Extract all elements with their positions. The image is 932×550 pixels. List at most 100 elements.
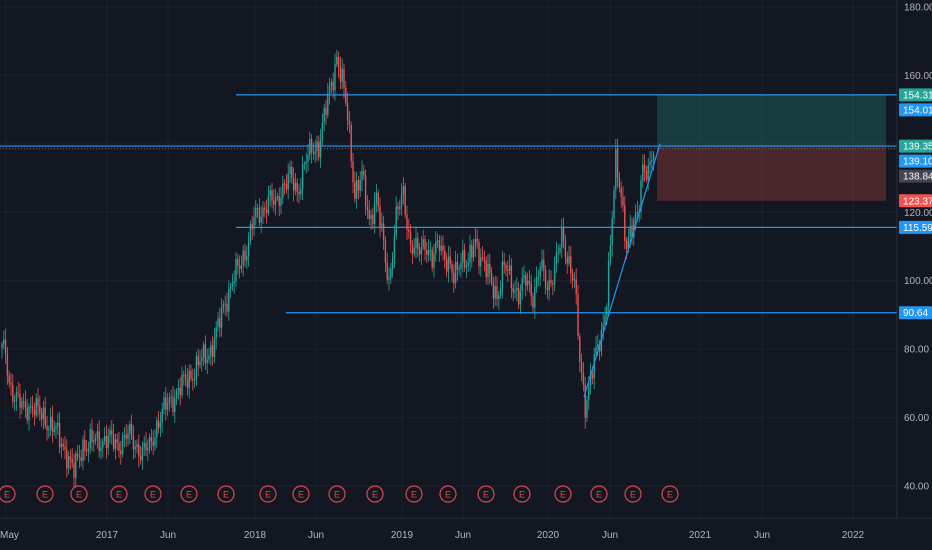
trendline-group[interactable]: [583, 143, 661, 398]
time-tick-label: Jun: [308, 530, 324, 541]
candle-body: [620, 188, 622, 197]
candle-body: [607, 261, 610, 307]
candle-body: [237, 259, 239, 266]
candle-body: [399, 207, 401, 209]
earnings-marker[interactable]: E: [144, 485, 162, 503]
earnings-marker[interactable]: E: [217, 485, 235, 503]
earnings-marker-label: E: [519, 490, 525, 500]
earnings-marker[interactable]: E: [624, 485, 642, 503]
earnings-marker[interactable]: E: [590, 485, 608, 503]
candle-body: [35, 398, 37, 416]
price-tag-label: 138.84: [903, 172, 932, 183]
candle-body: [485, 260, 487, 278]
earnings-marker[interactable]: E: [292, 485, 310, 503]
candle-body: [611, 218, 613, 246]
position-tool[interactable]: [657, 94, 886, 201]
candle-body: [577, 294, 579, 337]
earnings-marker-label: E: [298, 490, 304, 500]
earnings-marker-label: E: [116, 490, 122, 500]
candle-body: [294, 182, 297, 191]
candle-body: [575, 279, 577, 295]
candle-body: [4, 339, 7, 355]
earnings-marker[interactable]: E: [366, 485, 384, 503]
candle-body: [188, 370, 190, 388]
earnings-marker[interactable]: E: [328, 485, 346, 503]
earnings-marker-circle: [590, 485, 608, 503]
candle-body: [530, 283, 532, 297]
candle-body: [582, 372, 585, 385]
candle-body: [476, 238, 478, 243]
earnings-marker[interactable]: E: [110, 485, 128, 503]
earnings-marker-circle: [477, 485, 495, 503]
candle-body: [629, 225, 631, 237]
candle-body: [388, 277, 390, 280]
candle-body: [510, 265, 513, 289]
candle-body: [208, 355, 210, 360]
candle-body: [604, 315, 606, 325]
candle-body: [496, 286, 498, 300]
candle-body: [206, 359, 208, 364]
candle-body: [46, 425, 48, 431]
candle-body: [48, 429, 50, 431]
candle-body: [3, 339, 5, 345]
earnings-marker[interactable]: E: [259, 485, 277, 503]
candle-body: [132, 436, 135, 450]
candle-body: [318, 141, 320, 158]
earnings-marker[interactable]: E: [0, 485, 16, 503]
earnings-marker[interactable]: E: [180, 485, 198, 503]
candle-body: [145, 443, 147, 451]
candle-body: [499, 288, 502, 296]
candle-body: [197, 356, 199, 366]
candle-body: [548, 279, 550, 291]
candle-body: [66, 449, 68, 469]
candle-body: [539, 267, 541, 277]
candle-body: [409, 231, 412, 245]
time-tick-label: 2022: [842, 530, 865, 541]
candle-body: [442, 245, 444, 251]
earnings-marker-circle: [439, 485, 457, 503]
time-axis[interactable]: May 2017 Jun 2018 Jun 2019 Jun 2020 Jun 2021 Jun 20…: [0, 530, 865, 541]
earnings-marker-circle: [144, 485, 162, 503]
candle-body: [404, 185, 406, 215]
candle-body: [352, 161, 354, 183]
candle-body: [523, 275, 525, 278]
candle-body: [319, 139, 322, 158]
earnings-marker[interactable]: E: [661, 485, 679, 503]
candle-body: [303, 164, 306, 166]
candle-body: [116, 439, 118, 443]
earnings-marker[interactable]: E: [70, 485, 88, 503]
earnings-marker[interactable]: E: [477, 485, 495, 503]
candle-body: [411, 244, 414, 254]
earnings-marker[interactable]: E: [554, 485, 572, 503]
price-tick-label: 80.00: [904, 345, 929, 356]
candle-body: [150, 437, 153, 442]
price-tag-bg: [899, 88, 932, 102]
candle-body: [445, 259, 448, 272]
candle-body: [633, 220, 635, 238]
earnings-marker[interactable]: E: [439, 485, 457, 503]
candle-body: [278, 195, 280, 206]
candle-body: [616, 149, 619, 178]
earnings-marker[interactable]: E: [513, 485, 531, 503]
candle-body: [102, 441, 104, 448]
earnings-marker-label: E: [667, 490, 673, 500]
candle-body: [642, 164, 644, 181]
candle-body: [402, 185, 405, 195]
earnings-marker[interactable]: E: [405, 485, 423, 503]
position-target-zone[interactable]: [657, 94, 886, 147]
candle-body: [534, 287, 536, 308]
position-stop-zone[interactable]: [657, 146, 886, 201]
trendline[interactable]: [583, 143, 661, 398]
candle-body: [431, 249, 433, 268]
candle-body: [220, 307, 223, 328]
earnings-marker[interactable]: E: [36, 485, 54, 503]
candle-body: [372, 214, 374, 225]
candle-body: [645, 171, 648, 180]
price-tags: 154.31 154.01 139.35 139.10 138.84 123.37 115.…: [899, 88, 932, 320]
earnings-marker-circle: [0, 485, 16, 503]
candle-body: [643, 164, 646, 172]
earnings-marker-circle: [554, 485, 572, 503]
candle-body: [265, 209, 268, 213]
